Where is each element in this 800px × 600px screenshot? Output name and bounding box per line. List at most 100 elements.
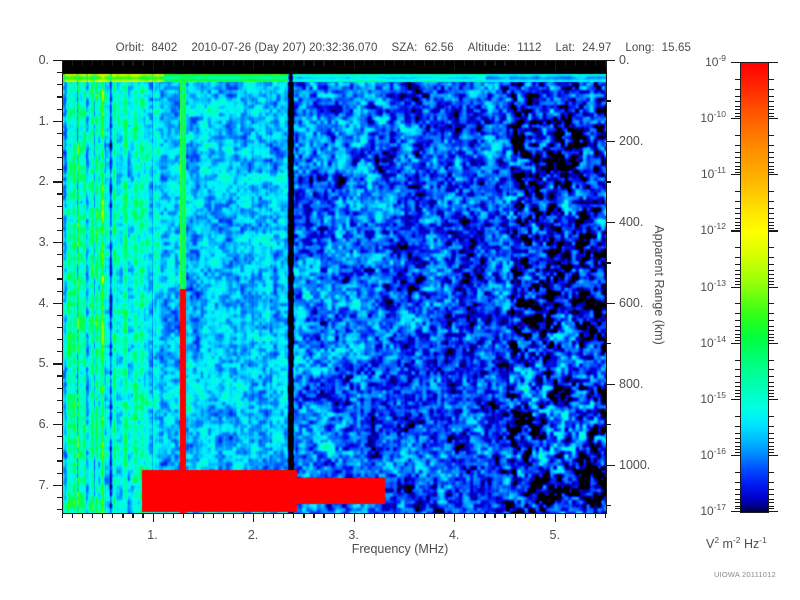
colorbar-minor-tick xyxy=(735,191,740,193)
colorbar-tick-label: 10-11 xyxy=(700,165,726,182)
colorbar-minor-tick xyxy=(735,359,740,361)
tick-mark xyxy=(323,61,325,66)
tick-mark xyxy=(62,61,64,66)
tick-mark xyxy=(57,193,62,195)
colorbar-minor-tick xyxy=(735,135,740,137)
colorbar-minor-tick xyxy=(735,452,740,454)
colorbar-minor-tick xyxy=(769,105,774,107)
colorbar-minor-tick xyxy=(769,425,774,427)
colorbar-minor-tick xyxy=(735,488,740,490)
tick-mark xyxy=(484,61,486,66)
colorbar-minor-tick xyxy=(769,201,774,203)
tick-mark xyxy=(72,61,74,66)
colorbar-tick xyxy=(769,174,778,176)
colorbar-minor-tick xyxy=(769,437,774,439)
tick-mark xyxy=(202,513,204,518)
colorbar-minor-tick xyxy=(735,376,740,378)
colorbar-tick xyxy=(731,398,740,400)
tick-mark xyxy=(606,464,615,466)
tick-mark xyxy=(383,61,385,66)
colorbar-minor-tick xyxy=(735,333,740,335)
colorbar-tick xyxy=(731,230,740,232)
tick-mark xyxy=(313,513,315,518)
colorbar-minor-tick xyxy=(735,78,740,80)
colorbar-minor-tick xyxy=(735,151,740,153)
latitude-label: Lat: xyxy=(555,42,576,54)
tick-mark xyxy=(454,513,456,522)
tick-mark xyxy=(57,472,62,474)
tick-mark xyxy=(606,383,615,385)
tick-mark xyxy=(303,61,305,66)
colorbar-minor-tick xyxy=(769,161,774,163)
tick-mark xyxy=(57,508,62,511)
tick-mark xyxy=(57,351,62,353)
colorbar-minor-tick xyxy=(769,452,774,454)
tick-mark xyxy=(162,61,164,66)
colorbar-minor-tick xyxy=(769,213,774,215)
colorbar-minor-tick xyxy=(769,277,774,279)
tick-mark xyxy=(232,61,235,66)
tick-mark xyxy=(514,61,516,66)
colorbar-minor-tick xyxy=(769,88,774,90)
tick-mark xyxy=(212,513,215,518)
tick-mark xyxy=(57,314,62,316)
colorbar-tick xyxy=(731,511,740,513)
tick-mark xyxy=(102,513,104,518)
tick-mark xyxy=(57,96,62,98)
colorbar-minor-tick xyxy=(769,337,774,339)
colorbar-minor-tick xyxy=(769,281,774,283)
colorbar-minor-tick xyxy=(769,325,774,327)
colorbar-tick xyxy=(769,511,778,513)
colorbar-minor-tick xyxy=(735,165,740,167)
tick-mark xyxy=(343,61,345,66)
colorbar-minor-tick xyxy=(735,213,740,215)
colorbar-minor-tick xyxy=(769,112,774,114)
colorbar-minor-tick xyxy=(769,78,774,80)
y-left-tick-label: 0. xyxy=(38,53,49,67)
tick-mark xyxy=(53,60,62,62)
colorbar-minor-tick xyxy=(769,274,774,276)
colorbar-minor-tick xyxy=(769,396,774,398)
tick-mark xyxy=(263,61,265,66)
colorbar-tick-label: 10-9 xyxy=(705,53,726,69)
tick-mark xyxy=(606,302,615,304)
tick-mark xyxy=(57,375,62,377)
tick-mark xyxy=(605,513,607,518)
colorbar-tick-label: 10-12 xyxy=(700,221,726,238)
tick-mark xyxy=(57,266,62,268)
colorbar-minor-tick xyxy=(769,442,774,444)
tick-mark xyxy=(57,229,62,232)
tick-mark xyxy=(112,513,114,518)
colorbar-minor-tick xyxy=(735,115,740,117)
observation-datetime: 2010-07-26 (Day 207) 20:32:36.070 xyxy=(191,42,378,54)
colorbar-minor-tick xyxy=(769,269,774,271)
tick-mark xyxy=(606,221,615,224)
y-left-tick-label: 7. xyxy=(38,477,49,492)
colorbar-minor-tick xyxy=(769,303,774,305)
header-metadata: Orbit: 8402 2010-07-26 (Day 207) 20:32:36.… xyxy=(0,30,800,54)
tick-mark xyxy=(283,61,285,66)
tick-mark xyxy=(605,61,607,66)
colorbar-minor-tick xyxy=(735,95,740,97)
colorbar-minor-tick xyxy=(735,442,740,444)
colorbar-minor-tick xyxy=(769,95,774,97)
tick-mark xyxy=(132,61,134,66)
colorbar-minor-tick xyxy=(769,415,774,417)
tick-mark xyxy=(564,513,566,518)
tick-mark xyxy=(112,61,114,66)
tick-mark xyxy=(606,140,615,143)
tick-mark xyxy=(57,387,62,389)
colorbar-minor-tick xyxy=(735,224,740,226)
colorbar-minor-tick xyxy=(735,283,740,285)
tick-mark xyxy=(102,61,104,66)
colorbar-tick xyxy=(731,118,740,120)
colorbar-minor-tick xyxy=(735,257,740,259)
colorbar-minor-tick xyxy=(735,274,740,276)
colorbar-minor-tick xyxy=(769,283,774,285)
tick-mark xyxy=(343,513,345,518)
colorbar-minor-tick xyxy=(735,471,740,473)
latitude-value: 24.97 xyxy=(582,42,612,54)
tick-mark xyxy=(57,460,62,462)
tick-mark xyxy=(454,61,456,70)
colorbar-tick xyxy=(731,62,740,64)
